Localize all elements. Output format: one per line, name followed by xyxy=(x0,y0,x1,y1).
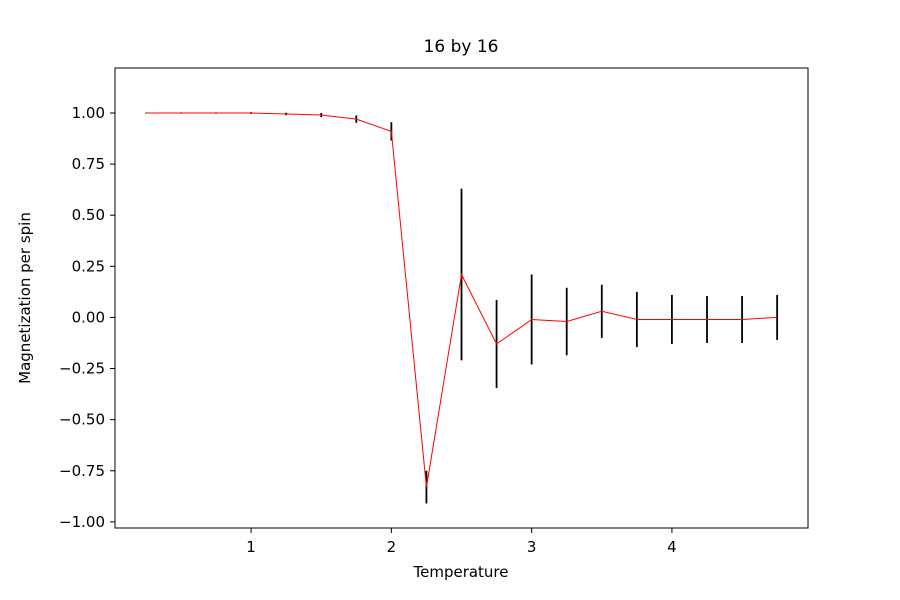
y-tick-label: 0.25 xyxy=(72,257,105,275)
y-tick-label: −0.25 xyxy=(59,360,105,378)
x-tick-label: 3 xyxy=(527,538,537,556)
y-tick-label: −1.00 xyxy=(59,513,105,531)
y-tick-label: 0.50 xyxy=(72,206,105,224)
y-tick-label: −0.50 xyxy=(59,411,105,429)
axes-frame xyxy=(114,67,809,529)
chart-title: 16 by 16 xyxy=(424,37,499,57)
x-tick-label: 1 xyxy=(246,538,256,556)
x-tick-label: 4 xyxy=(667,538,677,556)
x-axis-label: Temperature xyxy=(412,563,508,581)
y-tick-label: 0.75 xyxy=(72,155,105,173)
data-line xyxy=(145,112,778,488)
y-tick-label: 1.00 xyxy=(72,104,105,122)
x-tick-label: 2 xyxy=(387,538,397,556)
y-axis-label: Magnetization per spin xyxy=(16,212,34,384)
y-tick-label: −0.75 xyxy=(59,462,105,480)
plot-content: 1 2 3 4 −1.00 −0.75 −0.50 −0.25 0.00 0.25 0.50 0.75… xyxy=(59,67,809,556)
y-tick-label: 0.00 xyxy=(72,308,105,326)
